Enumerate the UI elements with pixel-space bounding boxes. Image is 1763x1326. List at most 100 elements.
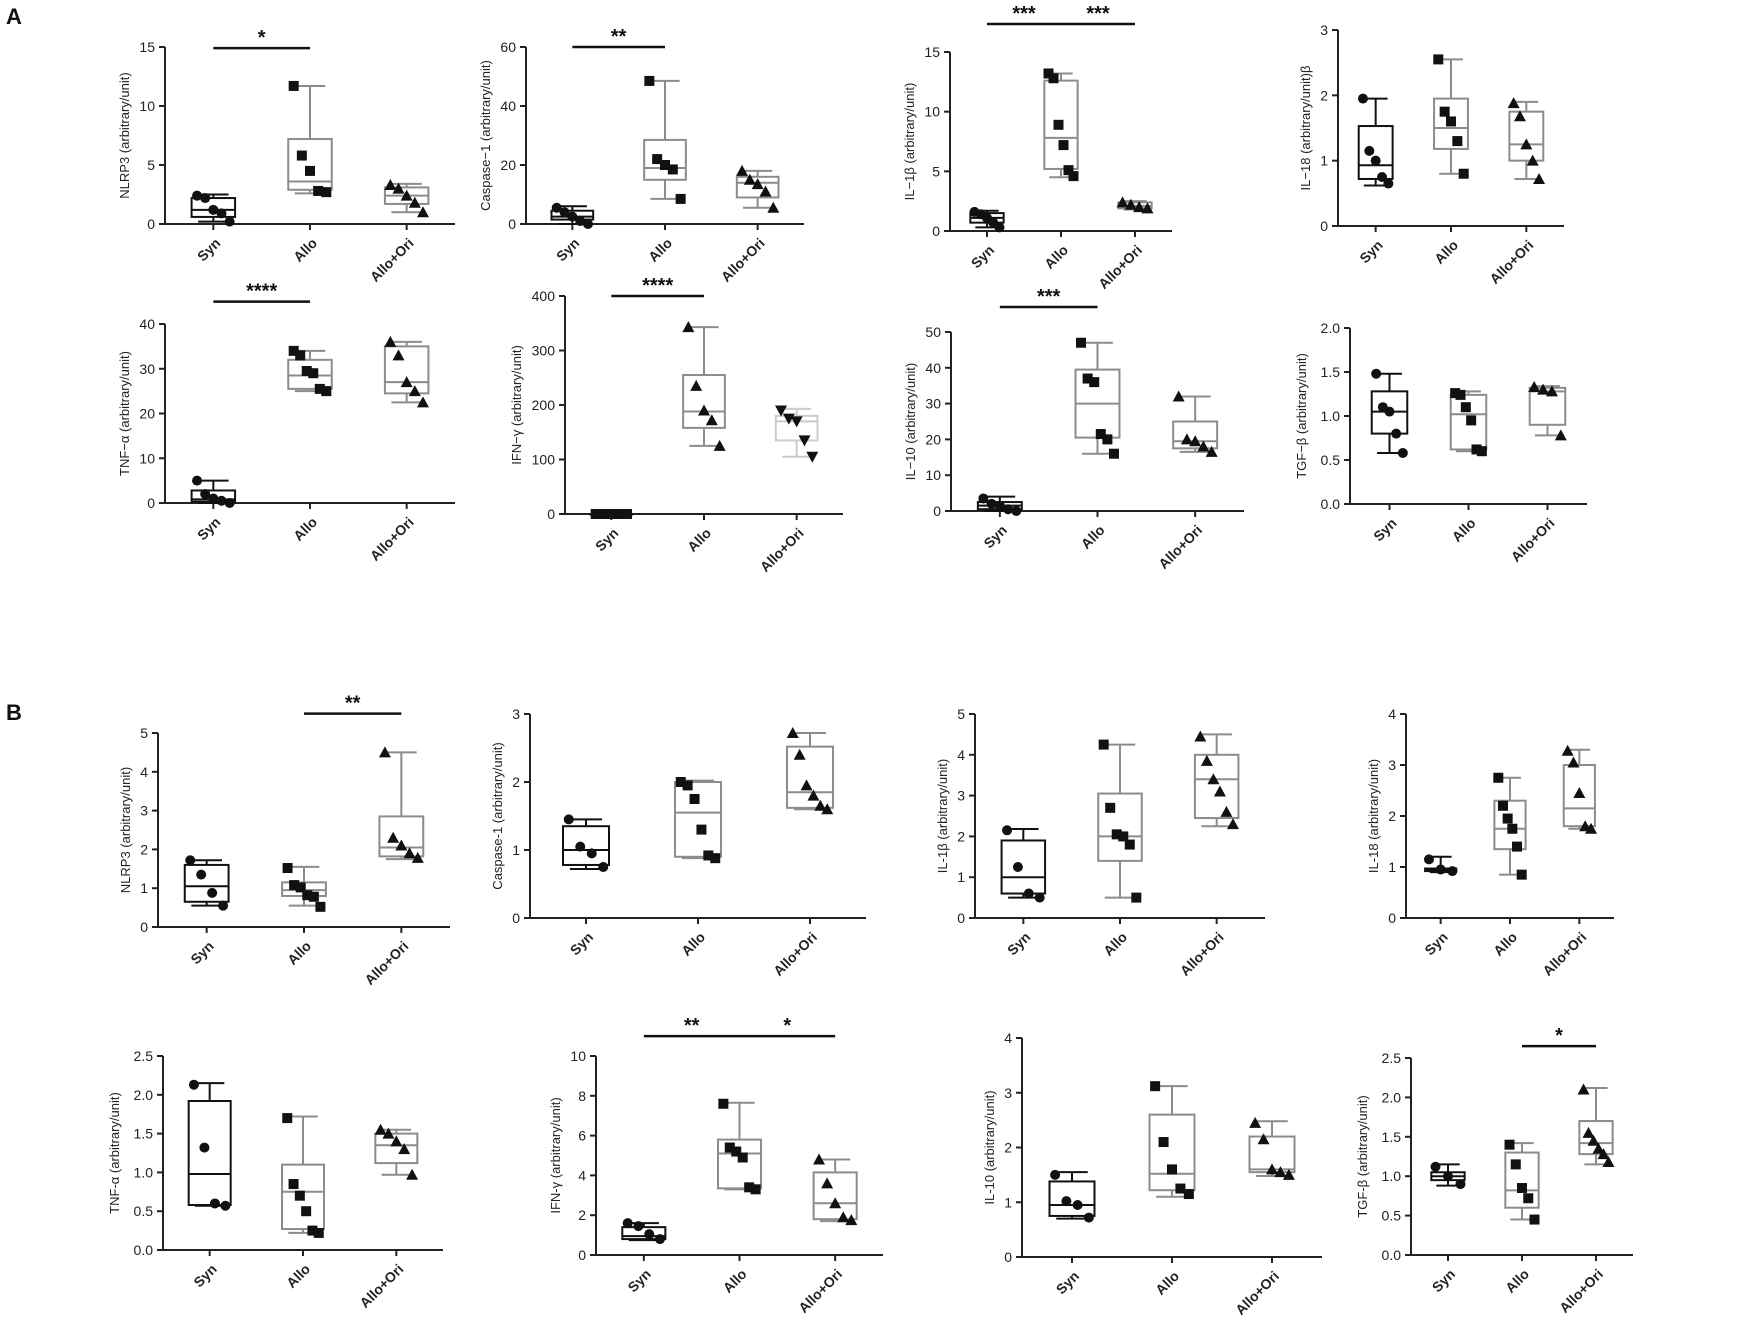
box-syn bbox=[190, 190, 237, 227]
data-point bbox=[731, 1146, 742, 1157]
box-allo-ori bbox=[1561, 744, 1598, 834]
data-point bbox=[408, 196, 421, 208]
x-tick-label: Allo bbox=[283, 1261, 313, 1291]
x-tick-label: Syn bbox=[190, 1261, 219, 1290]
y-tick-label: 0.5 bbox=[1321, 452, 1341, 468]
y-tick-label: 0 bbox=[578, 1247, 586, 1263]
chart-15: 0.0 0.5 1.0 1.5 2.0 2.5 TGF-β (arbitrary/unit)… bbox=[1355, 1025, 1633, 1316]
y-tick-label: 2.0 bbox=[134, 1087, 154, 1103]
y-tick-label: 100 bbox=[532, 452, 556, 468]
significance-label: ** bbox=[611, 26, 627, 48]
data-point bbox=[390, 1135, 403, 1147]
data-point bbox=[1493, 772, 1504, 783]
x-tick-label: Syn bbox=[1429, 1266, 1458, 1295]
box-allo bbox=[287, 345, 333, 397]
data-point bbox=[1102, 434, 1113, 445]
data-point bbox=[1131, 892, 1142, 903]
data-point bbox=[1083, 1212, 1094, 1223]
box-allo-ori bbox=[786, 727, 834, 815]
box-allo-ori bbox=[1507, 97, 1546, 184]
data-point bbox=[1545, 385, 1558, 397]
data-point bbox=[1150, 1081, 1161, 1092]
x-tick-label: Allo+Ori bbox=[1539, 929, 1589, 979]
data-point bbox=[1048, 73, 1059, 84]
y-axis-label: TNF-α (arbitrary/unit) bbox=[107, 1092, 122, 1214]
x-tick-label: Syn bbox=[553, 235, 582, 264]
y-tick-label: 2 bbox=[1004, 1140, 1012, 1156]
data-point bbox=[1458, 168, 1469, 179]
data-point bbox=[1516, 869, 1527, 880]
data-point bbox=[644, 75, 655, 86]
data-point bbox=[633, 1221, 644, 1232]
chart-4: 0 10 20 30 40 TNF−α (arbitrary/unit) Syn Allo Al… bbox=[117, 281, 455, 564]
x-tick-label: Allo+Ori bbox=[1556, 1266, 1606, 1316]
x-tick-label: Allo bbox=[1490, 929, 1520, 959]
y-axis-label: IFN-γ (arbitrary/unit) bbox=[548, 1097, 563, 1213]
box-allo bbox=[682, 321, 726, 451]
data-point bbox=[1226, 818, 1239, 830]
data-point bbox=[200, 193, 211, 204]
data-point bbox=[1504, 1139, 1515, 1150]
box-iqr bbox=[187, 1100, 232, 1206]
box-syn bbox=[562, 814, 610, 872]
data-point bbox=[315, 901, 326, 912]
y-tick-label: 20 bbox=[139, 406, 155, 422]
data-point bbox=[1111, 829, 1122, 840]
box-allo bbox=[1074, 337, 1121, 459]
y-tick-label: 3 bbox=[512, 706, 520, 722]
y-tick-label: 40 bbox=[925, 360, 941, 376]
data-point bbox=[301, 1206, 312, 1217]
box-syn bbox=[1423, 854, 1458, 877]
y-tick-label: 20 bbox=[925, 431, 941, 447]
box-iqr bbox=[1097, 792, 1143, 862]
y-tick-label: 3 bbox=[140, 803, 148, 819]
x-tick-label: Allo bbox=[1041, 242, 1071, 272]
data-point bbox=[675, 193, 686, 204]
data-point bbox=[384, 335, 397, 347]
chart-8: 0 1 2 3 4 5 NLRP3 (arbitrary/unit) Syn Allo Allo+… bbox=[118, 693, 450, 988]
y-tick-label: 10 bbox=[925, 467, 941, 483]
y-tick-label: 6 bbox=[578, 1128, 586, 1144]
data-point bbox=[675, 777, 686, 787]
data-point bbox=[654, 1234, 665, 1245]
data-point bbox=[724, 1142, 735, 1153]
x-tick-label: Allo bbox=[1449, 515, 1479, 545]
data-point bbox=[1433, 54, 1444, 65]
data-point bbox=[1023, 888, 1034, 899]
data-point bbox=[767, 201, 780, 213]
data-point bbox=[1573, 787, 1586, 799]
data-point bbox=[682, 321, 695, 333]
box-iqr bbox=[287, 358, 333, 390]
box-iqr bbox=[1357, 125, 1394, 180]
data-point bbox=[208, 204, 219, 215]
box-iqr bbox=[190, 197, 237, 218]
data-point bbox=[314, 383, 325, 394]
data-point bbox=[598, 862, 609, 872]
x-tick-label: Allo bbox=[1078, 522, 1108, 552]
data-point bbox=[837, 1211, 850, 1223]
data-point bbox=[1435, 864, 1446, 875]
box-iqr bbox=[812, 1171, 858, 1221]
data-point bbox=[1357, 93, 1368, 104]
box-iqr bbox=[1043, 79, 1079, 170]
box-allo-ori bbox=[735, 164, 780, 213]
y-tick-label: 1 bbox=[1320, 153, 1328, 169]
x-tick-label: Allo+Ori bbox=[361, 938, 411, 988]
data-point bbox=[986, 498, 997, 509]
data-point bbox=[845, 1214, 858, 1226]
data-point bbox=[800, 779, 813, 791]
data-point bbox=[400, 189, 413, 201]
data-point bbox=[1076, 337, 1087, 348]
y-tick-label: 0 bbox=[140, 919, 148, 935]
y-tick-label: 5 bbox=[932, 163, 940, 179]
box-iqr bbox=[774, 414, 819, 442]
data-point bbox=[559, 207, 570, 218]
y-axis-label: IL-18 (arbitrary/unit) bbox=[1366, 759, 1381, 873]
data-point bbox=[288, 345, 299, 356]
data-point bbox=[1517, 1183, 1527, 1194]
x-tick-label: Allo+Ori bbox=[1486, 237, 1536, 287]
data-point bbox=[710, 853, 721, 864]
x-tick-label: Allo bbox=[720, 1266, 750, 1296]
box-allo-ori bbox=[774, 405, 819, 463]
